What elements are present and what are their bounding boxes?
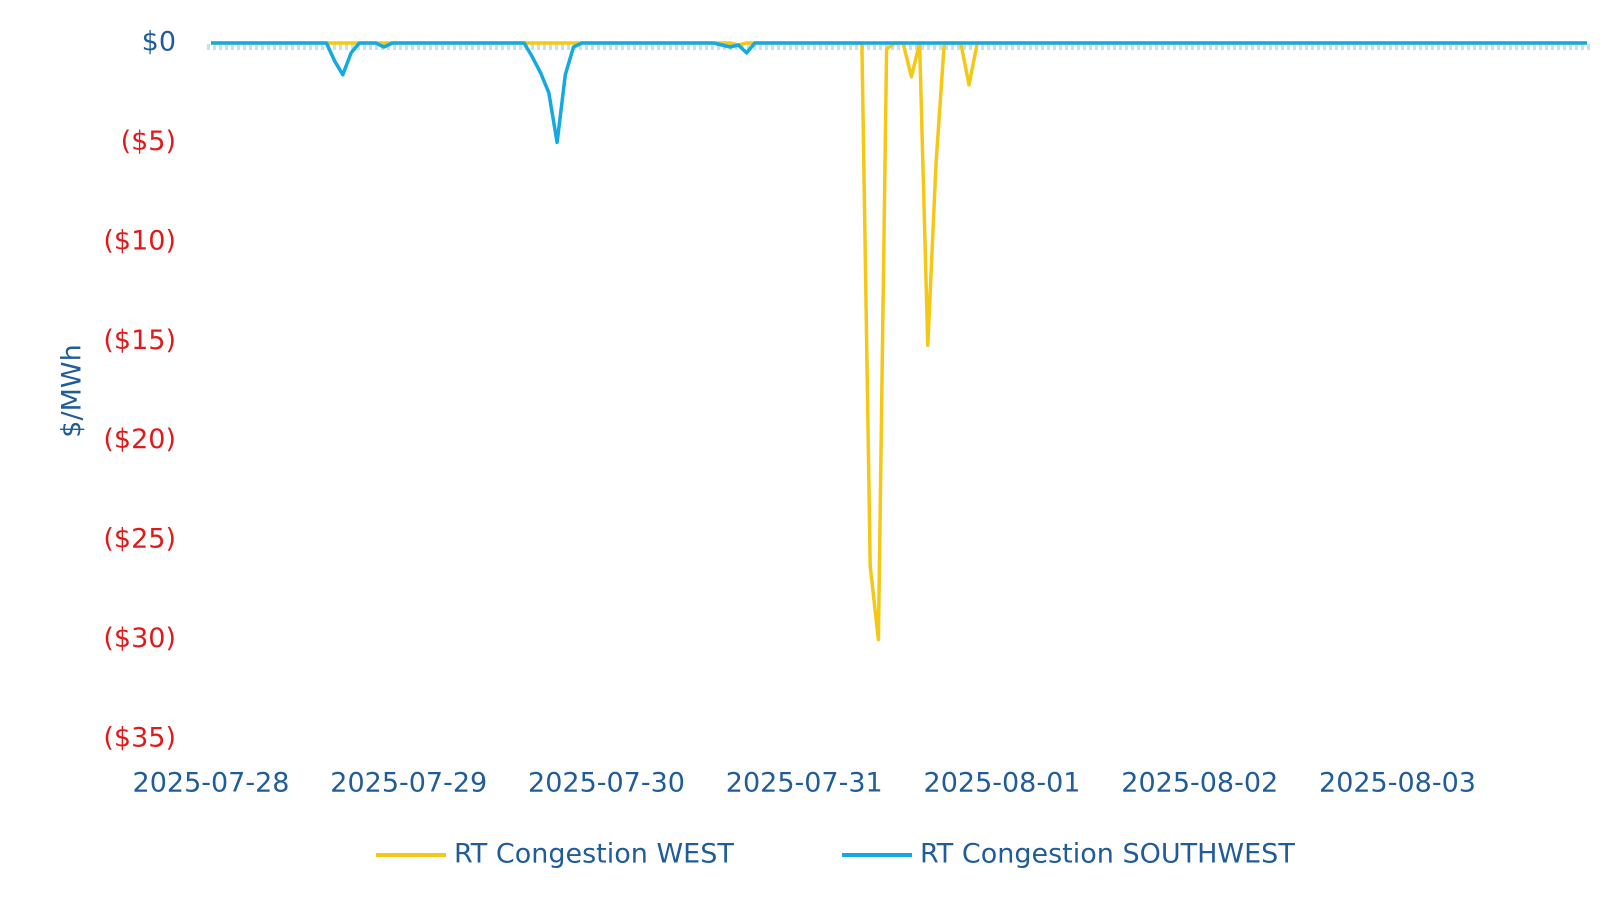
series-line (211, 41, 1587, 145)
y-tick-label: ($5) (121, 126, 176, 157)
y-tick-label: ($20) (103, 424, 176, 455)
x-tick-label: 2025-08-01 (924, 768, 1081, 799)
legend-label: RT Congestion SOUTHWEST (920, 839, 1295, 870)
y-tick-label: $0 (142, 27, 176, 58)
x-tick-label: 2025-07-31 (726, 768, 883, 799)
y-tick-label: ($15) (103, 325, 176, 356)
y-tick-label: ($30) (103, 623, 176, 654)
legend-label: RT Congestion WEST (454, 839, 734, 870)
x-tick-label: 2025-08-02 (1121, 768, 1278, 799)
x-tick-label: 2025-07-28 (133, 768, 290, 799)
y-tick-label: ($35) (103, 723, 176, 754)
y-tick-label: ($10) (103, 225, 176, 256)
series-line (211, 41, 1587, 642)
y-axis-label: $/MWh (57, 344, 88, 437)
x-tick-label: 2025-07-30 (528, 768, 685, 799)
y-tick-label: ($25) (103, 524, 176, 555)
x-tick-label: 2025-08-03 (1319, 768, 1476, 799)
x-tick-label: 2025-07-29 (330, 768, 487, 799)
